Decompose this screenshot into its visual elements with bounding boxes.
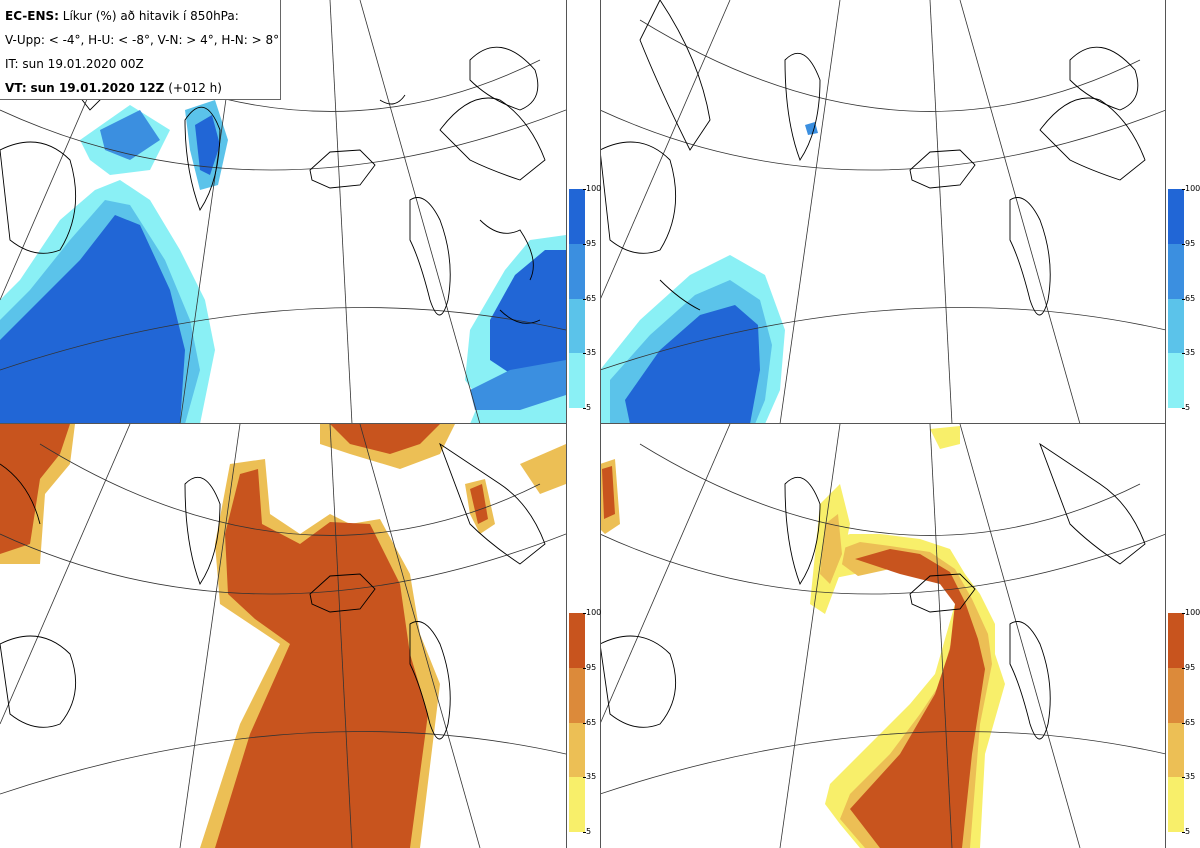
colorbar-tick-label: 65 [1185,293,1196,303]
colorbar-tick-mark [1182,722,1185,724]
legend-box: EC-ENS: Líkur (%) að hitavik í 850hPa: V… [0,0,281,100]
colorbar-segment [569,613,585,668]
colorbar-tick-mark [1182,613,1185,614]
colorbar-tick-mark [583,722,586,724]
colorbar-tick-label: 35 [1185,772,1196,782]
colorbar-tick-mark [583,832,586,833]
colorbar-segment [569,353,585,408]
colorbar-segment [569,243,585,299]
title-text: Líkur (%) að hitavik í 850hPa: [62,9,239,23]
separator-vertical [566,0,567,848]
colorbar-tick-mark [1182,408,1185,409]
colorbar-tick-mark [583,613,586,614]
colorbar-tick-label: 35 [586,348,597,358]
colorbar-tick-mark [1182,832,1185,833]
map-cold-8 [600,0,1166,424]
colorbar-tick-label: 5 [586,827,592,836]
colorbar-tick-label: 65 [1185,717,1196,727]
colorbar-cold-left: 100 95 65 35 5 [569,185,601,412]
map-warm-8 [600,424,1166,848]
separator-horizontal [600,423,1166,424]
colorbar-tick-mark [583,353,586,355]
colorbar-tick-label: 95 [1185,238,1196,248]
colorbar-tick-mark [583,243,586,245]
colorbar-tick-mark [1182,777,1185,779]
colorbar-tick-label: 95 [1185,662,1196,672]
colorbar-tick-label: 100 [586,608,602,617]
colorbar-tick-label: 35 [1185,348,1196,358]
map-warm-4 [0,424,566,848]
colorbar-segment [1168,722,1184,778]
panel-warm-4 [0,424,566,848]
colorbar-segment [1168,667,1184,723]
legend-valid-time: VT: sun 19.01.2020 12Z (+012 h) [5,76,280,100]
colorbar-tick-label: 5 [586,403,592,412]
colorbar-tick-label: 5 [1185,403,1191,412]
colorbar-tick-mark [583,408,586,409]
separator-horizontal [0,423,566,424]
colorbar-tick-label: 65 [586,293,597,303]
colorbar-tick-label: 100 [586,184,602,193]
colorbar-tick-label: 95 [586,238,597,248]
colorbar-tick-mark [583,777,586,779]
colorbar-tick-mark [583,667,586,669]
colorbar-warm-left: 100 95 65 35 5 [569,609,601,836]
valid-time: sun 19.01.2020 12Z [30,81,165,95]
panel-cold-8 [600,0,1166,424]
colorbar-tick-label: 35 [586,772,597,782]
colorbar-segment [569,777,585,832]
colorbar-segment [1168,777,1184,832]
colorbar-tick-mark [1182,189,1185,190]
model-label: EC-ENS: [5,9,59,23]
colorbar-tick-label: 5 [1185,827,1191,836]
colorbar-tick-label: 65 [586,717,597,727]
lead-time: (+012 h) [168,81,222,95]
colorbar-segment [569,722,585,778]
colorbar-tick-mark [1182,243,1185,245]
separator-vertical [600,0,601,848]
colorbar-tick-mark [1182,298,1185,300]
colorbar-segment [569,189,585,244]
colorbar-tick-mark [583,189,586,190]
legend-init-time: IT: sun 19.01.2020 00Z [5,57,144,71]
colorbar-cold-right: 100 95 65 35 5 [1168,185,1200,412]
separator-vertical [1165,0,1166,848]
colorbar-tick-label: 95 [586,662,597,672]
colorbar-segment [1168,298,1184,354]
colorbar-tick-mark [583,298,586,300]
panel-cold-4 [0,0,566,424]
colorbar-tick-mark [1182,353,1185,355]
valid-label: VT: [5,81,27,95]
legend-thresholds: V-Upp: < -4°, H-U: < -8°, V-N: > 4°, H-N… [5,33,280,47]
colorbar-segment [569,667,585,723]
colorbar-segment [1168,243,1184,299]
colorbar-tick-label: 100 [1185,184,1200,193]
colorbar-segment [1168,353,1184,408]
colorbar-tick-mark [1182,667,1185,669]
colorbar-tick-label: 100 [1185,608,1200,617]
colorbar-segment [1168,189,1184,244]
colorbar-warm-right: 100 95 65 35 5 [1168,609,1200,836]
legend-title: EC-ENS: Líkur (%) að hitavik í 850hPa: [5,4,280,28]
map-cold-4 [0,0,566,424]
colorbar-segment [569,298,585,354]
colorbar-segment [1168,613,1184,668]
panel-warm-8 [600,424,1166,848]
